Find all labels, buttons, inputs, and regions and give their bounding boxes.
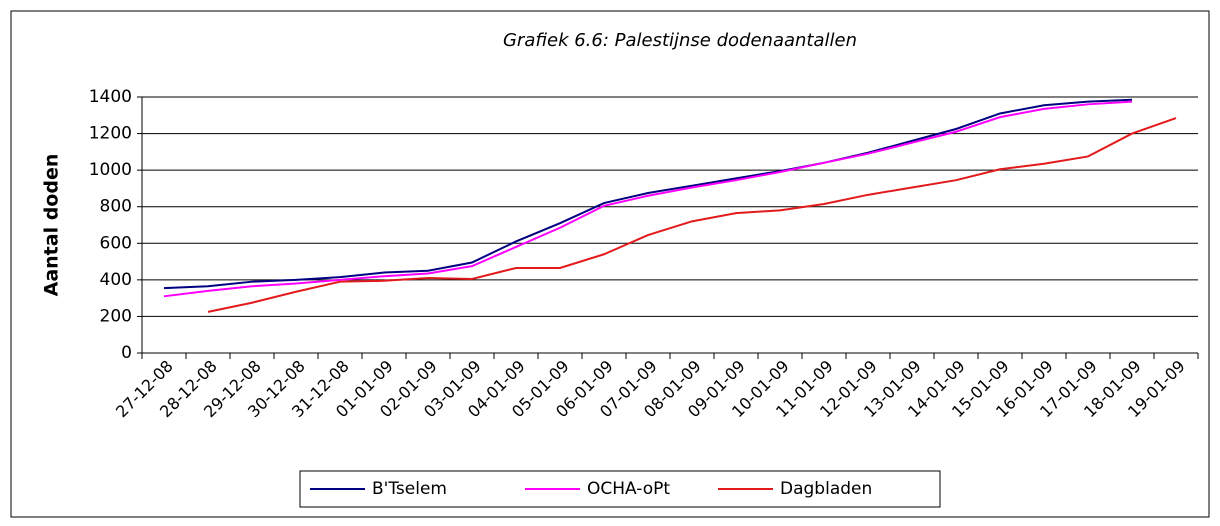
y-tick-label: 600 — [100, 233, 132, 253]
y-tick-label: 400 — [100, 270, 132, 290]
y-tick-label: 800 — [100, 197, 132, 217]
line-series — [163, 98, 1133, 290]
line-series — [163, 100, 1133, 298]
legend-label: OCHA-oPt — [587, 479, 670, 499]
y-tick-label: 0 — [121, 343, 132, 363]
line-series — [207, 117, 1177, 313]
y-tick-label: 1200 — [89, 124, 132, 144]
y-tick-label: 1400 — [89, 87, 132, 107]
legend-label: B'Tselem — [372, 479, 447, 499]
chart-title: Grafiek 6.6: Palestijnse dodenaantallen — [503, 30, 857, 51]
y-tick-label: 200 — [100, 306, 132, 326]
chart-border — [10, 10, 1210, 518]
legend-box — [299, 470, 941, 508]
legend-label: Dagbladen — [780, 479, 872, 499]
y-tick-label: 1000 — [89, 160, 132, 180]
y-axis-label: Aantal doden — [41, 154, 63, 297]
